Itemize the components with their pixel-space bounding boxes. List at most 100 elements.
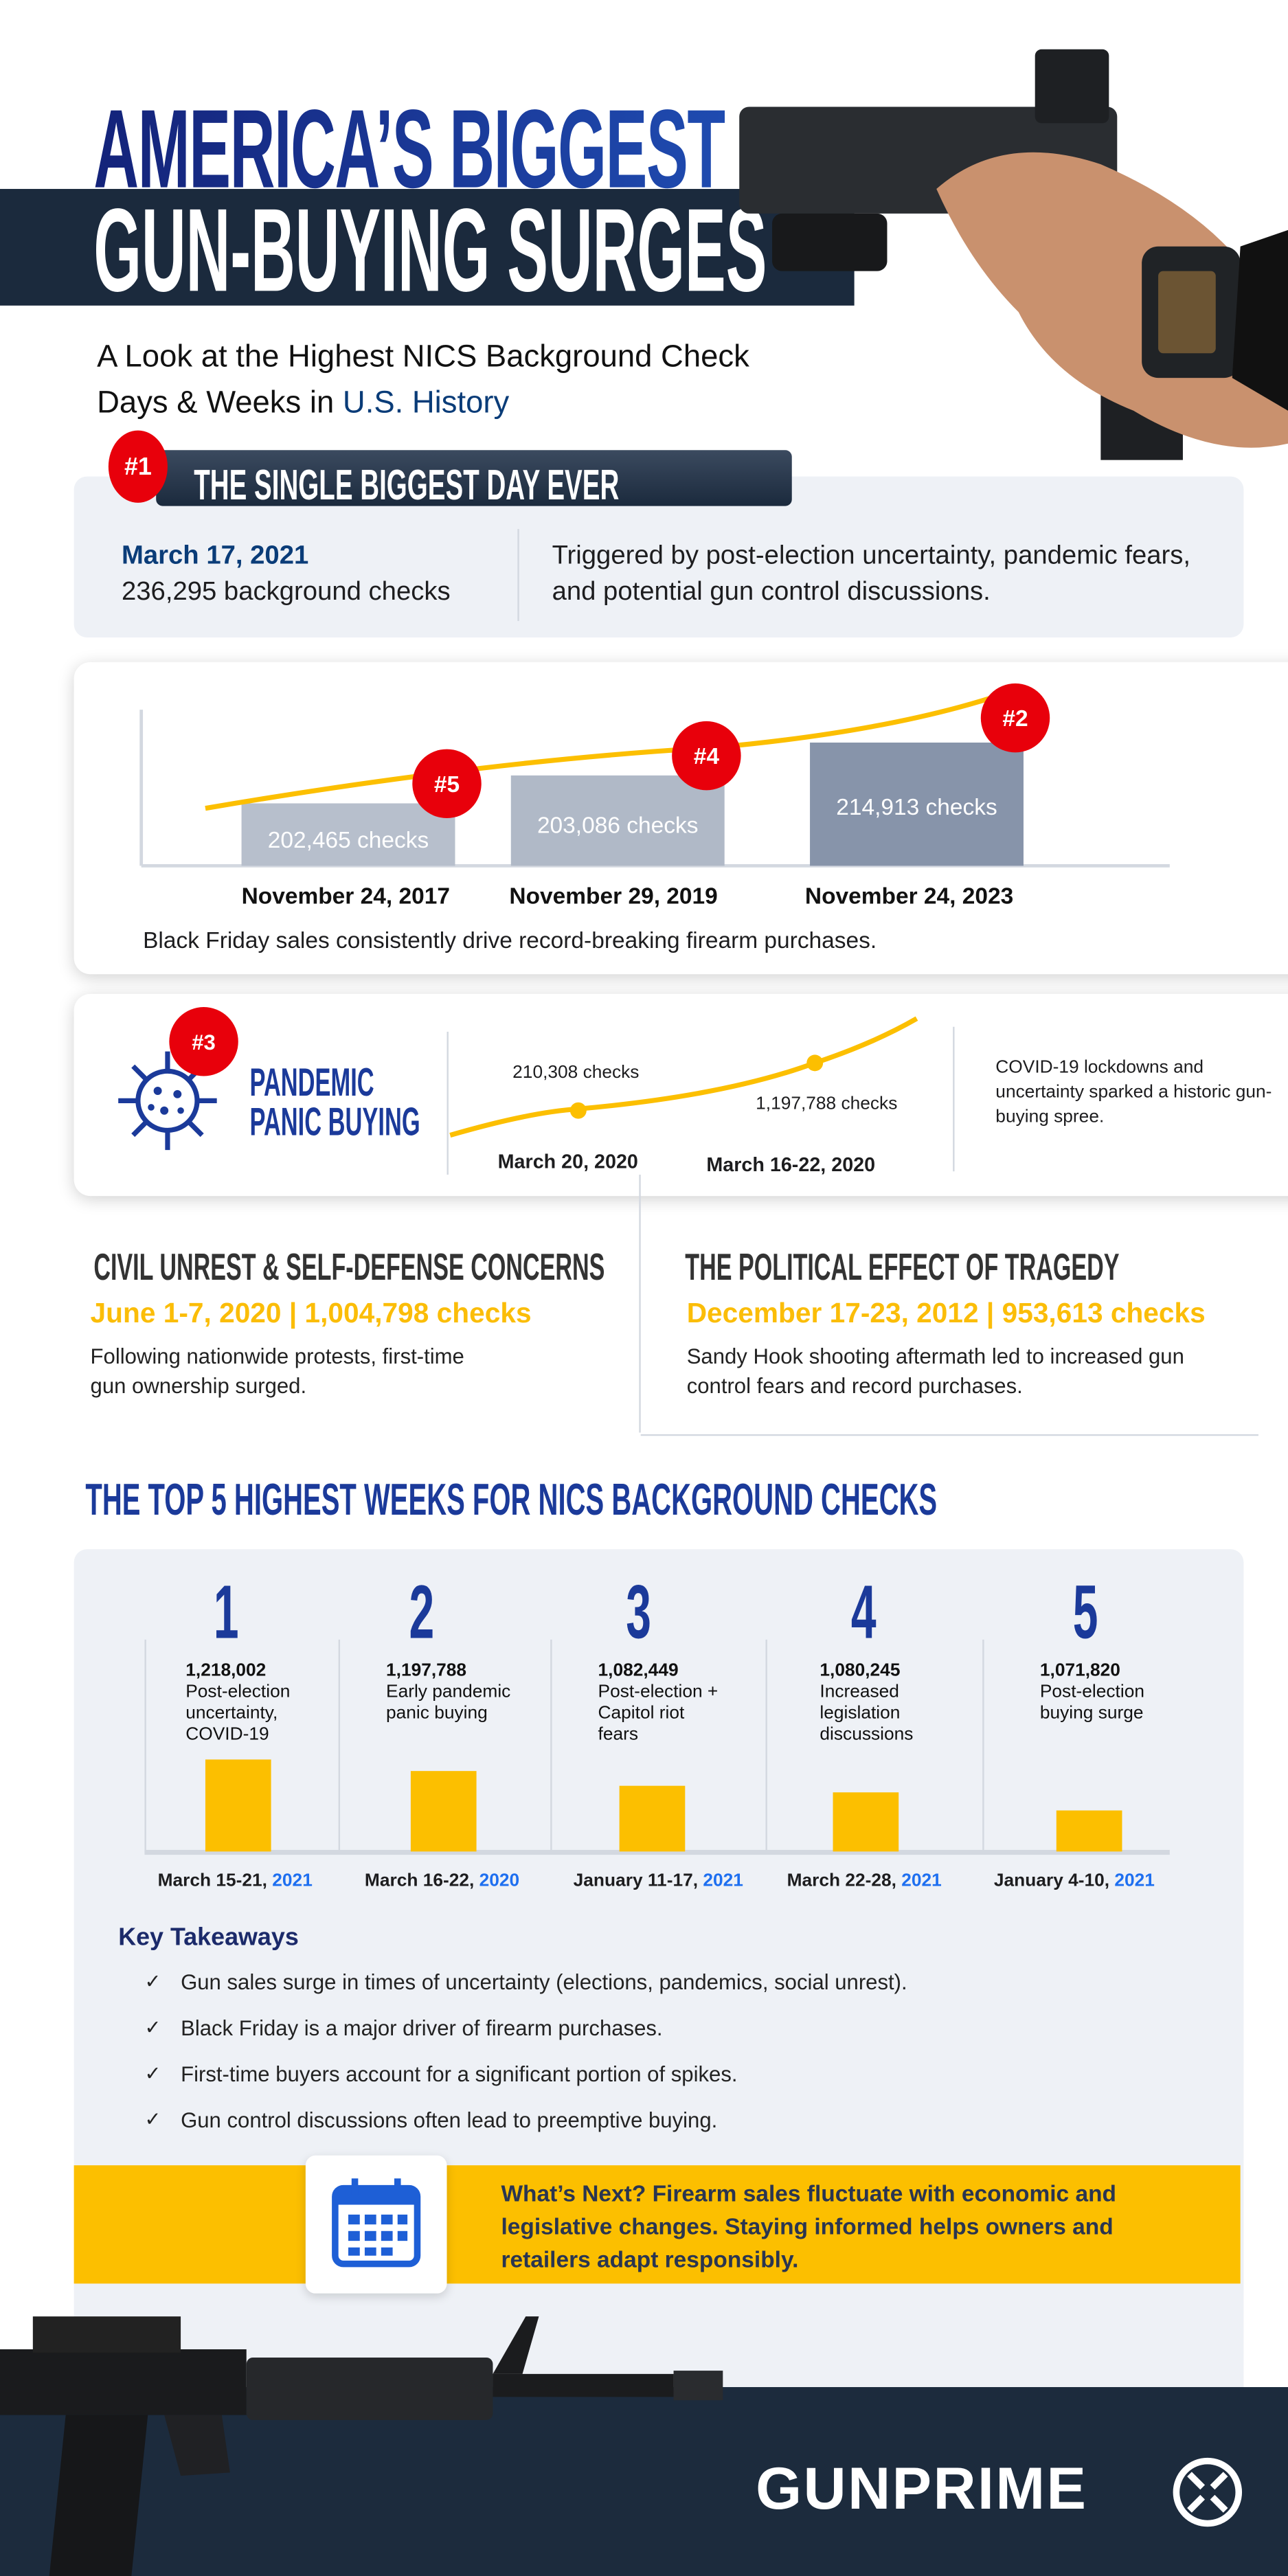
calendar-icon-box [305, 2155, 447, 2294]
virus-icon [118, 1051, 217, 1151]
point-date-2: March 16-22, 2020 [706, 1153, 876, 1177]
check-icon: ✓ [144, 2108, 161, 2131]
subtitle-line-2: Days & Weeks in U.S. History [97, 381, 749, 427]
takeaways-heading: Key Takeaways [118, 1923, 299, 1952]
takeaway-item: ✓ First-time buyers account for a signifi… [144, 2061, 737, 2086]
subtitle-line-1: A Look at the Highest NICS Background Ch… [97, 340, 749, 375]
week-4-bar [833, 1792, 899, 1852]
rank-badge-3: #3 [169, 1007, 238, 1076]
pandemic-line-chart [449, 1016, 918, 1138]
biggest-day-date: March 17, 2021 [121, 542, 309, 570]
bar-label-2019: 203,086 checks [536, 811, 699, 838]
civil-unrest-stat: June 1-7, 2020 | 1,004,798 checks [90, 1298, 532, 1329]
week-1-info: 1,218,002 Post-election uncertainty, COVI… [185, 1661, 325, 1746]
divider [550, 1639, 552, 1853]
week-4-checks: 1,080,245 [820, 1660, 901, 1681]
subtitle-highlight: U.S. History [342, 386, 510, 421]
divider [982, 1639, 984, 1853]
rank-badge-4: #4 [672, 721, 741, 791]
title-line-2: GUN-BUYING SURGES [93, 185, 767, 317]
subtitle: A Look at the Highest NICS Background Ch… [97, 335, 749, 427]
week-5-info: 1,071,820 Post-election buying surge [1040, 1661, 1171, 1725]
week-2-info: 1,197,788 Early pandemic panic buying [386, 1661, 534, 1725]
pandemic-description: COVID-19 lockdowns and uncertainty spark… [995, 1058, 1272, 1127]
crosshair-icon [1173, 2457, 1243, 2527]
week-5-checks: 1,071,820 [1039, 1660, 1120, 1681]
rank-1: 1 [213, 1568, 239, 1655]
trend-line [449, 1016, 918, 1138]
week-4-reason: Increased legislation discussions [820, 1682, 914, 1745]
week-5-dates: January 4-10, 2021 [994, 1871, 1155, 1891]
week-3-bar [619, 1785, 686, 1852]
rank-badge-5: #5 [412, 749, 482, 819]
takeaway-text: Gun control discussions often lead to pr… [181, 2108, 718, 2133]
bar-2017 [241, 803, 455, 866]
bar-label-2017: 202,465 checks [267, 826, 429, 853]
takeaway-item: ✓ Black Friday is a major driver of firea… [144, 2015, 663, 2041]
week-2-year: 2020 [479, 1871, 520, 1891]
pandemic-title-line-1: PANDEMIC [249, 1061, 374, 1106]
rank-badge-1: #1 [108, 430, 168, 503]
handgun-image [739, 49, 1288, 460]
date-2017: November 24, 2017 [241, 882, 450, 909]
week-3-dates: January 11-17, 2021 [574, 1871, 743, 1891]
pandemic-title: PANDEMIC PANIC BUYING [249, 1061, 420, 1145]
divider [640, 1434, 1258, 1436]
week-5-year: 2021 [1114, 1871, 1155, 1891]
week-1-reason: Post-election uncertainty, COVID-19 [185, 1682, 291, 1745]
biggest-day-checks: 236,295 background checks [121, 578, 451, 607]
bar-2019 [510, 775, 725, 866]
whats-next-text: What’s Next? Firearm sales fluctuate wit… [501, 2180, 1117, 2272]
rank-badge-2: #2 [980, 683, 1050, 753]
week-4-date-range: March 22-28, [787, 1871, 902, 1891]
divider [765, 1639, 767, 1853]
week-1-dates: March 15-21, 2021 [158, 1871, 313, 1891]
week-2-bar [410, 1771, 477, 1852]
week-4-year: 2021 [901, 1871, 942, 1891]
week-5-bar [1056, 1810, 1122, 1852]
tragedy-stat: December 17-23, 2012 | 953,613 checks [686, 1298, 1206, 1329]
rank-3: 3 [626, 1568, 651, 1655]
title-band [0, 189, 855, 306]
whats-next-banner [74, 2165, 1241, 2284]
check-icon: ✓ [144, 1969, 161, 1993]
tragedy-description: Sandy Hook shooting aftermath led to inc… [686, 1344, 1184, 1399]
date-2019: November 29, 2019 [509, 882, 718, 909]
section-header-bar [156, 450, 792, 506]
civil-unrest-heading: CIVIL UNREST & SELF-DEFENSE CONCERNS [93, 1245, 605, 1289]
week-2-reason: Early pandemic panic buying [386, 1682, 511, 1724]
divider [517, 529, 519, 622]
rank-5: 5 [1072, 1568, 1098, 1655]
civil-unrest-description: Following nationwide protests, first-tim… [90, 1344, 464, 1399]
point-label-2: 1,197,788 checks [756, 1094, 898, 1114]
week-2-date-range: March 16-22, [364, 1871, 479, 1891]
takeaway-text: Gun sales surge in times of uncertainty … [181, 1969, 907, 1995]
week-1-date-range: March 15-21, [157, 1871, 273, 1891]
check-icon: ✓ [144, 2061, 161, 2085]
title-line-1: AMERICA’S BIGGEST [93, 85, 725, 214]
week-4-dates: March 22-28, 2021 [787, 1871, 942, 1891]
divider [639, 1174, 641, 1433]
week-3-date-range: January 11-17, [573, 1871, 703, 1891]
divider [953, 1026, 955, 1172]
gunprime-logo: GUNPRIME [756, 2454, 1087, 2523]
pandemic-title-line-2: PANIC BUYING [249, 1100, 420, 1145]
tragedy-heading: THE POLITICAL EFFECT OF TRAGEDY [685, 1245, 1120, 1289]
point-march-20 [569, 1102, 587, 1119]
takeaway-item: ✓ Gun control discussions often lead to p… [144, 2108, 718, 2133]
biggest-day-description: Triggered by post-election uncertainty, … [552, 542, 1191, 607]
takeaway-item: ✓ Gun sales surge in times of uncertainty… [144, 1969, 907, 1995]
rank-4: 4 [850, 1568, 877, 1655]
bar-label-2023: 214,913 checks [836, 793, 997, 820]
takeaway-text: Black Friday is a major driver of firear… [181, 2015, 663, 2041]
week-3-year: 2021 [703, 1871, 743, 1891]
week-3-checks: 1,082,449 [598, 1660, 679, 1681]
subtitle-text: Days & Weeks in [97, 386, 343, 421]
week-3-info: 1,082,449 Post-election + Capitol riot fe… [598, 1661, 730, 1746]
week-2-dates: March 16-22, 2020 [365, 1871, 519, 1891]
rifle-image [0, 2316, 723, 2576]
week-1-checks: 1,218,002 [185, 1660, 267, 1681]
week-5-reason: Post-election buying surge [1039, 1682, 1144, 1724]
point-date-1: March 20, 2020 [497, 1150, 638, 1173]
